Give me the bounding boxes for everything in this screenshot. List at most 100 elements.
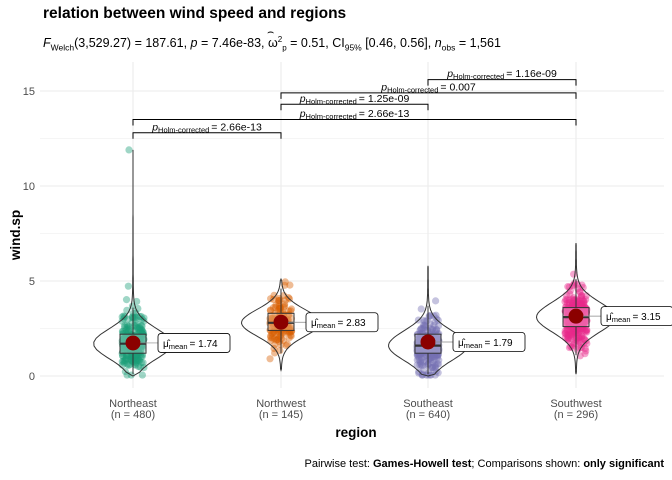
mean-label: μ̂mean = 3.15 [606, 311, 661, 324]
jitter-point [133, 357, 141, 365]
jitter-point [135, 323, 144, 331]
jitter-point [575, 334, 583, 342]
jitter-point [417, 325, 425, 333]
jitter-point [430, 321, 438, 330]
n-label: n [434, 36, 442, 51]
jitter-point [284, 328, 292, 336]
jitter-point [568, 331, 577, 339]
jitter-point [134, 362, 143, 371]
jitter-point [136, 327, 144, 335]
comparison-bracket [280, 103, 429, 111]
jitter-point [124, 361, 133, 369]
jitter-point [287, 307, 295, 315]
n-sub: obs [441, 42, 456, 53]
jitter-point [140, 317, 148, 325]
p-label: p [190, 36, 198, 51]
jitter-point [579, 300, 588, 308]
jitter-point [567, 335, 576, 343]
jitter-point [561, 329, 569, 337]
jitter-point [582, 337, 590, 345]
jitter-point [266, 307, 275, 315]
jitter-point [421, 322, 429, 330]
jitter-point [120, 312, 128, 320]
jitter-point [122, 350, 130, 358]
jitter-point [134, 354, 142, 362]
jitter-point [419, 321, 427, 329]
omega-symbol: ⌢ ω2p [267, 26, 287, 53]
x-tick-label: (n = 145) [259, 409, 303, 421]
jitter-point [434, 350, 442, 358]
jitter-point [118, 313, 126, 321]
jitter-point [415, 355, 423, 364]
comparison-p-value: = 0.007 [440, 81, 475, 93]
x-tick-label: Southeast [403, 398, 453, 410]
jitter-point [561, 327, 569, 335]
jitter-point [571, 327, 579, 335]
jitter-point [420, 316, 428, 324]
jitter-point [135, 357, 144, 365]
jitter-point [417, 305, 425, 313]
jitter-point [431, 353, 439, 361]
comparison-label: pHolm-corrected = 1.16e-09 [446, 68, 557, 81]
jitter-point [118, 327, 127, 335]
jitter-point [119, 345, 127, 353]
jitter-point [124, 327, 133, 335]
mean-value: = 1.79 [485, 338, 514, 349]
comparison-p: p [380, 81, 387, 93]
jitter-point [276, 346, 284, 355]
jitter-point [420, 350, 429, 358]
jitter-point [132, 359, 140, 367]
caption-middle: ; Comparisons shown: [471, 458, 584, 470]
jitter-point [576, 287, 584, 296]
jitter-point [140, 314, 148, 322]
jitter-point [414, 350, 422, 358]
jitter-point [120, 315, 128, 323]
jitter-point [119, 335, 127, 343]
jitter-point [418, 362, 426, 370]
jitter-point [135, 325, 143, 334]
jitter-point [565, 337, 574, 345]
jitter-point [276, 332, 284, 340]
violin-northeast [93, 149, 173, 377]
x-tick-label: (n = 296) [554, 409, 598, 421]
jitter-point [578, 332, 586, 341]
jitter-point [271, 341, 279, 349]
x-axis: Northeast(n = 480) Northwest(n = 145) Sout… [109, 398, 602, 421]
jitter-point [417, 354, 426, 362]
jitter-point [286, 281, 294, 289]
jitter-point [565, 332, 573, 340]
x-tick-label: Northwest [256, 398, 306, 410]
jitter-point [132, 324, 141, 332]
jitter-point [563, 326, 571, 334]
jitter-point [139, 331, 148, 339]
jitter-point [568, 343, 576, 352]
jitter-point [563, 296, 571, 304]
jitter-point [564, 335, 572, 343]
jitter-point [124, 315, 132, 323]
jitter-point [121, 357, 129, 365]
jitter-point [121, 321, 129, 330]
f-sub: Welch [50, 42, 75, 53]
jitter-point [562, 317, 570, 326]
jitter-point [137, 358, 145, 367]
n-value: = 1,561 [455, 36, 501, 51]
mean-symbol: μ̂ [163, 338, 171, 350]
jitter-point [428, 364, 437, 372]
jitter-point [563, 321, 571, 329]
jitter-point [569, 299, 577, 308]
jitter-point [270, 291, 278, 299]
jitter-point [274, 307, 282, 315]
jitter-point [582, 327, 590, 336]
jitter-point [121, 333, 129, 341]
comparison-p-value: = 1.25e-09 [359, 93, 410, 105]
jitter-point [420, 366, 428, 374]
omega-value: = 0.51, CI [286, 36, 345, 51]
jitter-point [568, 326, 577, 335]
jitter-point [578, 300, 586, 308]
jitter-point [433, 331, 441, 339]
jitter-point [565, 283, 573, 291]
jitter-point [565, 296, 574, 304]
jitter-point [136, 350, 145, 358]
jitter-point [132, 316, 140, 324]
jitter-point [582, 295, 590, 304]
